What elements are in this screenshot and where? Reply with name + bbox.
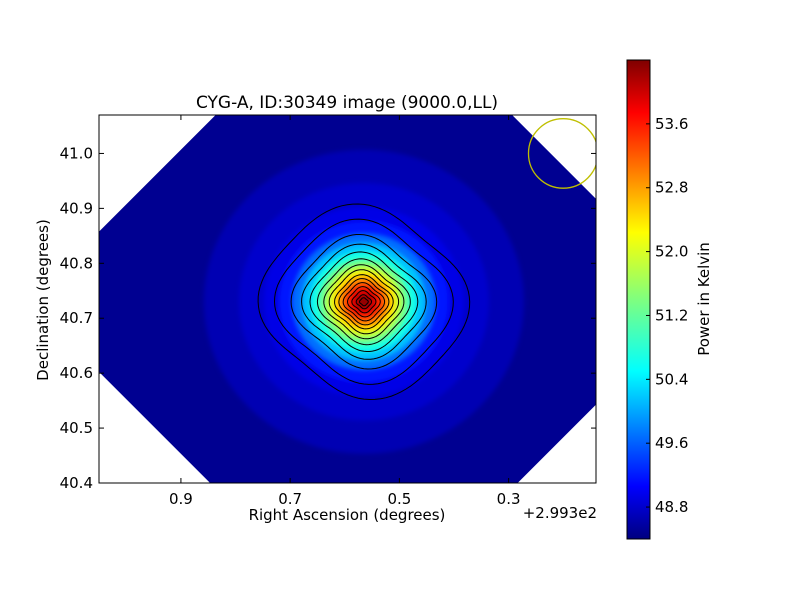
contour-level-8 [328, 269, 400, 335]
heatmap-image [99, 115, 596, 483]
colorbar-tick-label: 53.6 [655, 115, 688, 133]
y-axis-ticks: 40.4 40.5 40.6 40.7 40.8 40.9 41.0 [60, 144, 596, 492]
contour-level-13 [351, 290, 377, 314]
contour-level-4 [301, 243, 427, 360]
y-tick-label: 40.7 [60, 309, 93, 327]
colorbar-label: Power in Kelvin [695, 242, 713, 356]
colorbar-gradient [626, 59, 651, 540]
x-tick-label: 0.9 [169, 490, 193, 508]
contour-lines [257, 203, 471, 401]
y-axis-label: Declination (degrees) [34, 219, 52, 381]
chart-title: CYG-A, ID:30349 image (9000.0,LL) [196, 93, 498, 113]
x-axis-label: Right Ascension (degrees) [249, 506, 446, 524]
contour-level-2 [273, 218, 454, 385]
contour-level-6 [316, 258, 411, 346]
contour-level-11 [342, 282, 386, 322]
x-tick-label: 0.3 [497, 490, 521, 508]
contour-level-5 [309, 251, 419, 352]
contour-level-12 [346, 286, 381, 318]
y-tick-label: 40.9 [60, 199, 93, 217]
contour-level-15 [359, 297, 369, 307]
contour-level-7 [323, 264, 405, 340]
colorbar: 48.8 49.6 50.4 51.2 52.0 52.8 53.6 [626, 59, 688, 540]
y-tick-label: 40.4 [60, 474, 93, 492]
x-tick-label: 0.5 [387, 490, 411, 508]
x-axis-ticks: 0.9 0.7 0.5 0.3 [169, 115, 521, 508]
contour-level-1 [257, 203, 471, 401]
beam-circle [527, 118, 596, 189]
plot-area: 0.9 0.7 0.5 0.3 40.4 40.5 40.6 40.7 40.8 40.9 41.… [60, 114, 597, 508]
colorbar-tick-label: 48.8 [655, 498, 688, 516]
colorbar-tick-label: 52.8 [655, 179, 688, 197]
heatmap-band-14 [358, 296, 369, 307]
colorbar-tick-label: 52.0 [655, 243, 688, 261]
y-tick-label: 40.8 [60, 254, 93, 272]
plot-frame [98, 114, 597, 484]
y-tick-label: 41.0 [60, 144, 93, 162]
colorbar-ticks: 48.8 49.6 50.4 51.2 52.0 52.8 53.6 [646, 115, 688, 516]
contour-level-14 [355, 294, 372, 310]
x-axis-offset: +2.993e2 [523, 504, 597, 522]
x-tick-label: 0.7 [278, 490, 302, 508]
contour-level-3 [290, 234, 438, 370]
colorbar-tick-label: 49.6 [655, 434, 688, 452]
y-tick-label: 40.5 [60, 419, 93, 437]
colorbar-tick-label: 51.2 [655, 306, 688, 324]
contour-level-10 [338, 278, 390, 326]
y-tick-label: 40.6 [60, 364, 93, 382]
colorbar-tick-label: 50.4 [655, 370, 688, 388]
contour-level-9 [334, 274, 394, 330]
